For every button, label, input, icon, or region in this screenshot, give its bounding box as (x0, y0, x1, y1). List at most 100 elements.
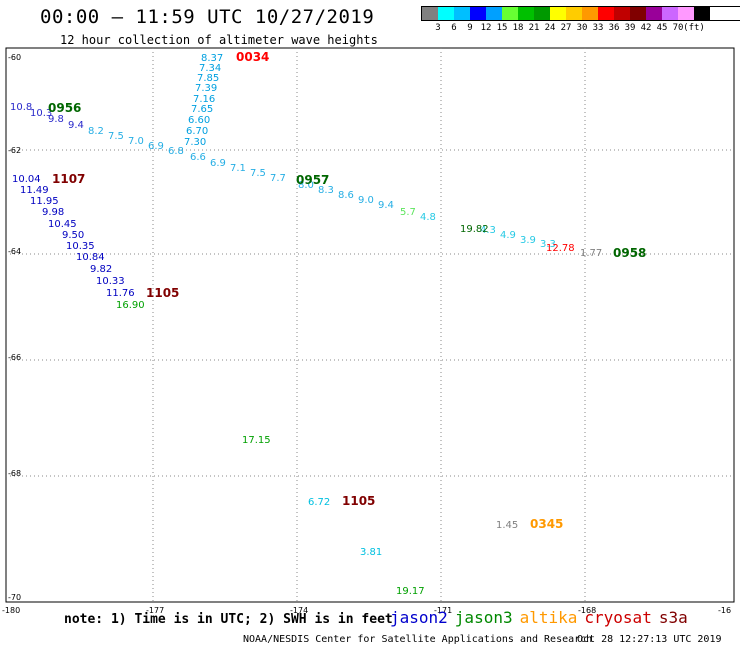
lon-label: -171 (434, 606, 452, 615)
map-frame (5, 47, 735, 603)
legend-swatch (454, 7, 470, 20)
legend-swatch (678, 7, 694, 20)
time-label: 1105 (342, 494, 375, 508)
legend-label: 24 (544, 23, 556, 33)
legend-swatch (438, 7, 454, 20)
legend-swatch (422, 7, 438, 20)
wave-value: 7.16 (193, 94, 215, 105)
svg-text:8.3: 8.3 (318, 185, 334, 196)
satellite-legend: jason2 jason3 altika cryosat s3a (390, 608, 695, 627)
svg-text:8.6: 8.6 (338, 190, 354, 201)
wave-value: 12.78 (546, 243, 575, 254)
svg-text:7.7: 7.7 (270, 173, 286, 184)
svg-text:7.5: 7.5 (250, 168, 266, 179)
legend-label: 45 (656, 23, 668, 33)
wave-value: 9.82 (90, 264, 112, 275)
svg-text:3.3: 3.3 (540, 239, 556, 250)
satellite-name: cryosat (584, 608, 652, 627)
lat-label: -70 (8, 593, 21, 602)
legend-label: (ft) (683, 23, 705, 33)
satellite-name: altika (519, 608, 578, 627)
wave-value: 7.39 (195, 83, 217, 94)
wave-value: 6.60 (188, 115, 210, 126)
lon-label: -177 (146, 606, 164, 615)
wave-value: 9.98 (42, 207, 64, 218)
lat-label: -68 (8, 469, 21, 478)
legend-swatch (646, 7, 662, 20)
wave-value: 19.17 (396, 586, 425, 597)
lon-label: -168 (578, 606, 596, 615)
wave-value: 7.34 (199, 63, 221, 74)
legend-label: 33 (592, 23, 604, 33)
legend-label: 36 (608, 23, 620, 33)
lon-label: -180 (2, 606, 20, 615)
legend-label: 70 (672, 23, 684, 33)
generated-timestamp: Oct 28 12:27:13 UTC 2019 (577, 634, 722, 645)
wave-value: 10.84 (76, 252, 105, 263)
time-label: 0957 (296, 173, 329, 187)
satellite-name: s3a (658, 608, 688, 627)
svg-text:6.9: 6.9 (210, 158, 226, 169)
wave-value: 17.15 (242, 435, 271, 446)
time-label: 0956 (48, 101, 81, 115)
legend-label: 12 (480, 23, 492, 33)
page-subtitle: 12 hour collection of altimeter wave hei… (60, 33, 378, 47)
legend-label: 18 (512, 23, 524, 33)
svg-text:8.0: 8.0 (298, 180, 314, 191)
lon-label: -16 (718, 606, 731, 615)
legend-swatch (582, 7, 598, 20)
wave-value: 10.35 (66, 241, 95, 252)
legend-label: 39 (624, 23, 636, 33)
lat-label: -60 (8, 53, 21, 62)
svg-text:6.9: 6.9 (148, 141, 164, 152)
wave-value: 11.49 (20, 185, 49, 196)
legend-swatch (486, 7, 502, 20)
credit-text: NOAA/NESDIS Center for Satellite Applica… (243, 634, 593, 645)
wave-value: 10.04 (12, 174, 41, 185)
legend-swatch (598, 7, 614, 20)
time-label: 0958 (613, 246, 646, 260)
legend-label: 9 (467, 23, 473, 33)
legend-label: 27 (560, 23, 572, 33)
svg-text:7.0: 7.0 (128, 136, 144, 147)
wave-value: 11.76 (106, 288, 135, 299)
svg-text:9.4: 9.4 (378, 200, 394, 211)
wave-value: 9.50 (62, 230, 84, 241)
wave-value: 7.85 (197, 73, 219, 84)
svg-text:4.9: 4.9 (500, 230, 516, 241)
svg-text:6.6: 6.6 (190, 152, 206, 163)
legend-swatch (502, 7, 518, 20)
lat-label: -66 (8, 353, 21, 362)
svg-text:10.3: 10.3 (30, 108, 52, 119)
wave-value: 8.37 (201, 53, 223, 64)
legend-swatch (470, 7, 486, 20)
legend-label: 3 (435, 23, 441, 33)
legend-label: 30 (576, 23, 588, 33)
svg-text:6.8: 6.8 (168, 146, 184, 157)
wave-value: 3.81 (360, 547, 382, 558)
legend-swatch (534, 7, 550, 20)
page-title: 00:00 – 11:59 UTC 10/27/2019 (40, 6, 375, 28)
svg-text:3.9: 3.9 (520, 235, 536, 246)
svg-text:4.8: 4.8 (420, 212, 436, 223)
legend-label: 15 (496, 23, 508, 33)
legend-swatch (630, 7, 646, 20)
color-legend: 3 6 9 12 15 18 21 24 27 30 33 36 39 42 45 70 (ft) (421, 6, 740, 37)
svg-text:9.0: 9.0 (358, 195, 374, 206)
legend-swatch (566, 7, 582, 20)
wave-value: 6.70 (186, 126, 208, 137)
wave-value: 16.90 (116, 300, 145, 311)
wave-value: 11.95 (30, 196, 59, 207)
wave-value: 10.45 (48, 219, 77, 230)
wave-value: 19.82 (460, 224, 489, 235)
legend-color-bar (421, 6, 740, 21)
grid (6, 48, 734, 602)
lat-label: -62 (8, 146, 21, 155)
legend-labels: 3 6 9 12 15 18 21 24 27 30 33 36 39 42 45 70 (ft) (421, 23, 740, 37)
svg-text:8.2: 8.2 (88, 126, 104, 137)
svg-text:9.4: 9.4 (68, 120, 84, 131)
legend-label: 6 (451, 23, 457, 33)
legend-swatch (694, 7, 710, 20)
wave-value: 1.77 (580, 248, 602, 259)
